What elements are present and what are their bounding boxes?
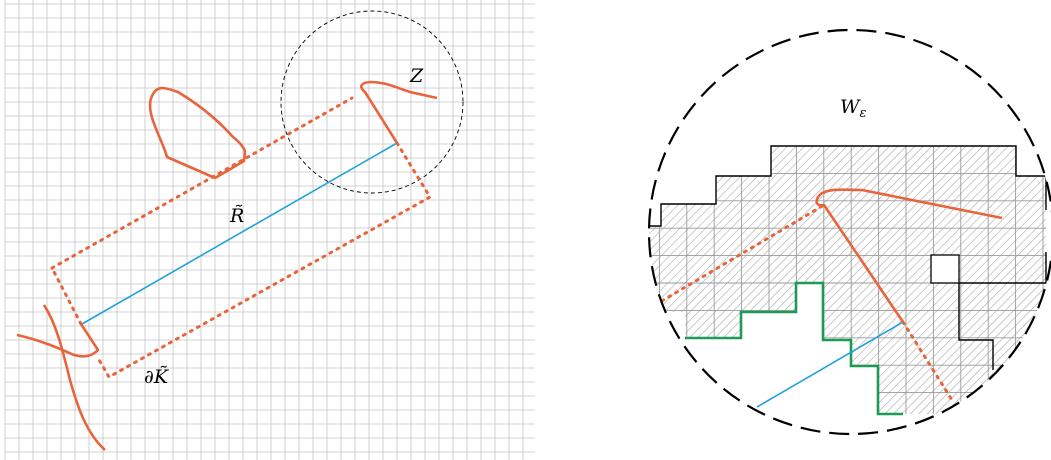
left-panel: Z R̃ ∂K̃ bbox=[4, 0, 535, 460]
label-z: Z bbox=[409, 65, 424, 87]
label-r-tilde: R̃ bbox=[229, 205, 244, 227]
label-boundary-k: ∂K̃ bbox=[144, 366, 170, 388]
segment-r bbox=[81, 142, 398, 325]
curve-hook-right bbox=[815, 188, 1003, 323]
hatched-region bbox=[649, 146, 1046, 414]
background-grid bbox=[4, 0, 535, 460]
curve-hook-z bbox=[360, 80, 438, 144]
region-outline bbox=[650, 145, 1047, 227]
curve-closed-blob bbox=[148, 86, 247, 180]
curve-hook-start bbox=[16, 323, 100, 358]
hole-cell bbox=[930, 254, 960, 284]
curve-tail bbox=[42, 304, 106, 451]
segment-right bbox=[756, 321, 904, 408]
right-panel: Wε bbox=[647, 28, 1051, 436]
dashed-circle-z bbox=[280, 10, 464, 194]
dotted-boundary-right bbox=[653, 203, 826, 307]
dotted-boundary-k bbox=[50, 96, 433, 380]
region-outline-right bbox=[958, 252, 1047, 370]
label-w-epsilon: Wε bbox=[840, 96, 867, 121]
dotted-boundary-right-lower bbox=[901, 320, 954, 402]
staircase-green bbox=[685, 281, 903, 416]
